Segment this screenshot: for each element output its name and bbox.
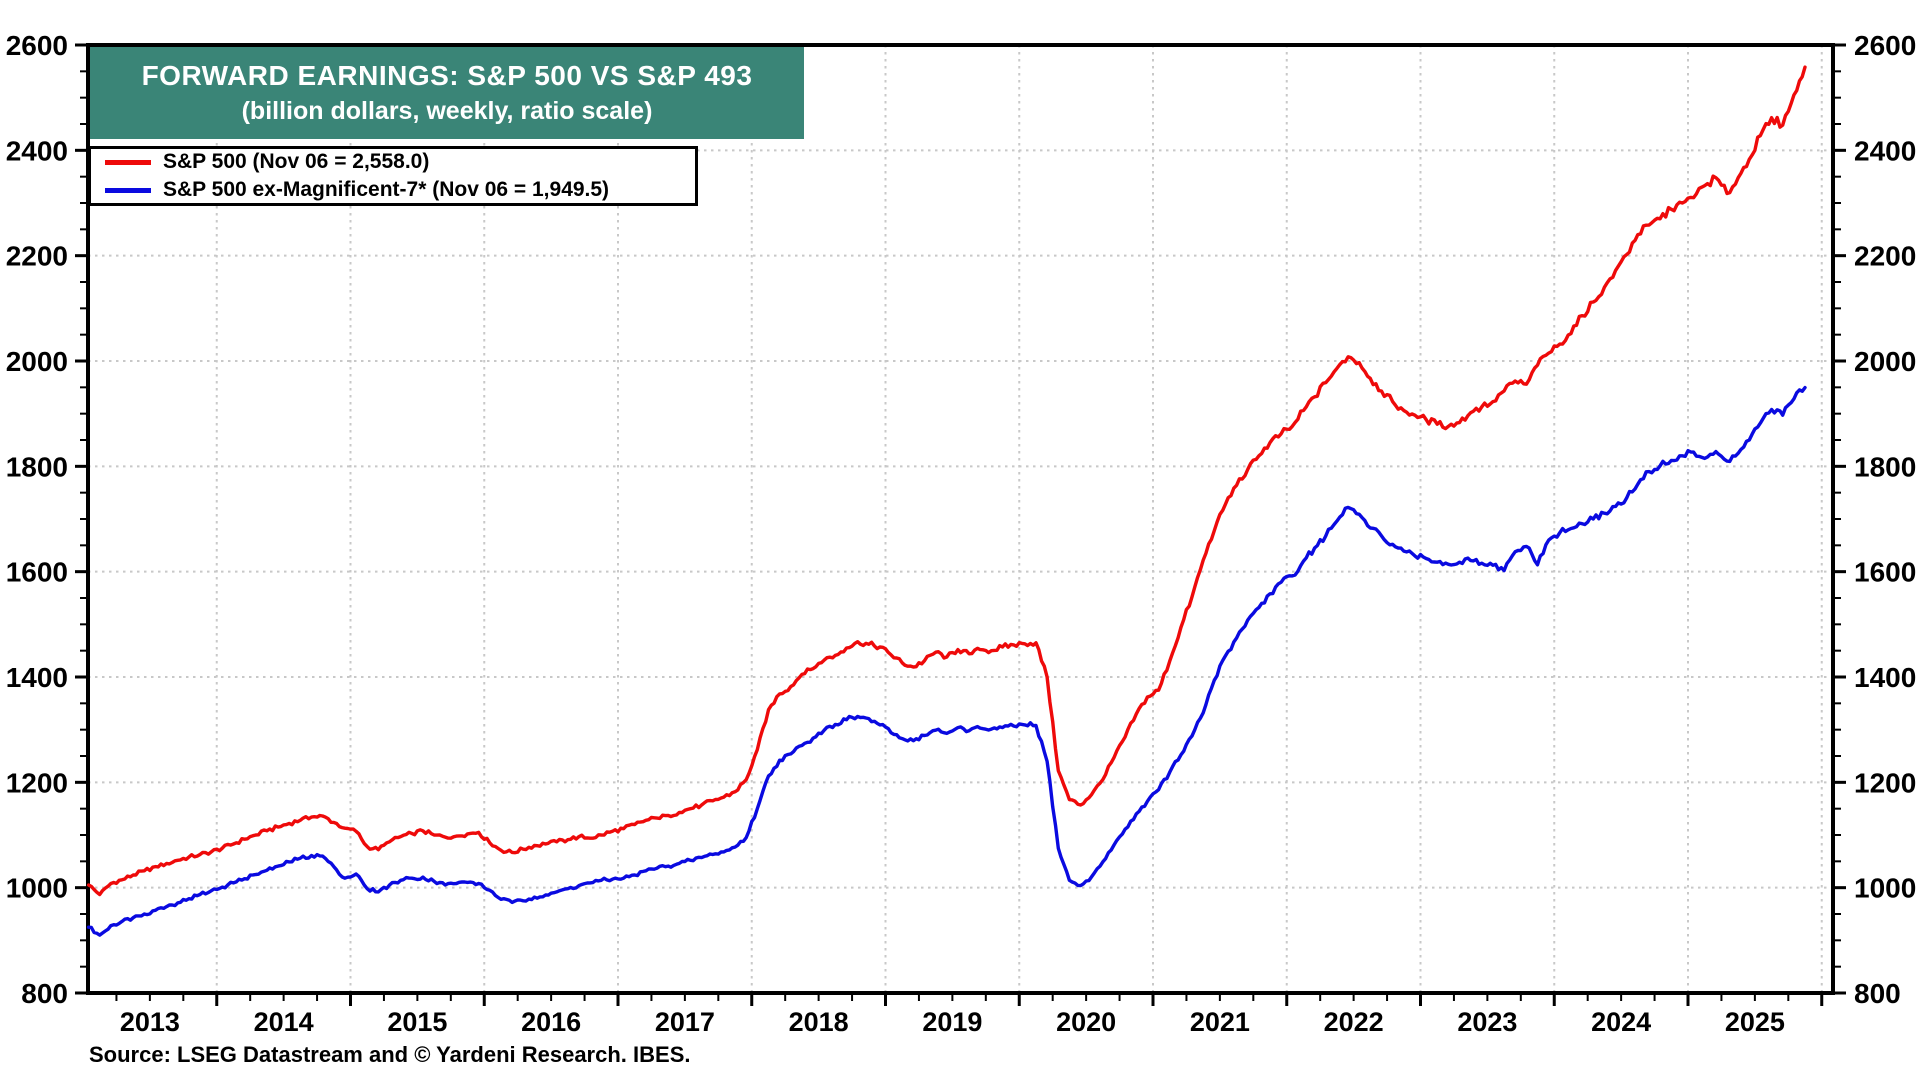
source-note: Source: LSEG Datastream and © Yardeni Re…	[89, 1042, 691, 1067]
y-axis-label-right: 800	[1854, 978, 1901, 1009]
y-axis-label-right: 1600	[1854, 557, 1916, 588]
x-axis-year-label: 2023	[1457, 1007, 1517, 1037]
chart-title: FORWARD EARNINGS: S&P 500 VS S&P 493	[141, 60, 753, 91]
y-axis-label-left: 1000	[6, 873, 68, 904]
y-axis-label-right: 1200	[1854, 767, 1916, 798]
y-axis-label-left: 2000	[6, 346, 68, 377]
legend-row-sp500: S&P 500 (Nov 06 = 2,558.0)	[91, 150, 695, 174]
y-axis-label-right: 2400	[1854, 135, 1916, 166]
y-axis-label-left: 800	[21, 978, 68, 1009]
y-axis-label-left: 2200	[6, 241, 68, 272]
series-line-sp493	[86, 385, 1807, 937]
y-axis-label-left: 2400	[6, 135, 68, 166]
x-axis-year-label: 2025	[1725, 1007, 1785, 1037]
y-axis-label-left: 1800	[6, 451, 68, 482]
y-axis-label-left: 2600	[6, 30, 68, 61]
legend-label-sp500: S&P 500 (Nov 06 = 2,558.0)	[163, 150, 430, 173]
y-axis-label-right: 2200	[1854, 241, 1916, 272]
x-axis-year-label: 2024	[1591, 1007, 1651, 1037]
x-axis-year-label: 2019	[922, 1007, 982, 1037]
x-axis-year-label: 2018	[789, 1007, 849, 1037]
legend-label-sp493: S&P 500 ex-Magnificent-7* (Nov 06 = 1,94…	[163, 178, 610, 201]
x-axis-year-label: 2014	[254, 1007, 314, 1037]
x-axis-year-label: 2021	[1190, 1007, 1250, 1037]
y-axis-label-right: 2600	[1854, 30, 1916, 61]
x-axis-year-label: 2022	[1324, 1007, 1384, 1037]
x-axis-year-label: 2016	[521, 1007, 581, 1037]
y-axis-label-right: 1000	[1854, 873, 1916, 904]
sp493-line-swatch-icon	[105, 187, 151, 193]
y-axis-label-left: 1600	[6, 557, 68, 588]
y-axis-label-right: 2000	[1854, 346, 1916, 377]
sp500-line-swatch-icon	[105, 159, 151, 165]
legend-box: S&P 500 (Nov 06 = 2,558.0) S&P 500 ex-Ma…	[88, 146, 698, 206]
x-axis-year-label: 2020	[1056, 1007, 1116, 1037]
x-axis-year-label: 2017	[655, 1007, 715, 1037]
chart-subtitle: (billion dollars, weekly, ratio scale)	[241, 97, 653, 125]
legend-row-sp493: S&P 500 ex-Magnificent-7* (Nov 06 = 1,94…	[91, 178, 695, 202]
y-axis-label-right: 1400	[1854, 662, 1916, 693]
chart-title-box: FORWARD EARNINGS: S&P 500 VS S&P 493 (bi…	[90, 47, 804, 139]
x-axis-year-label: 2013	[120, 1007, 180, 1037]
y-axis-label-left: 1400	[6, 662, 68, 693]
y-axis-label-left: 1200	[6, 767, 68, 798]
series-line-sp500	[86, 65, 1807, 897]
x-axis-year-label: 2015	[387, 1007, 447, 1037]
y-axis-label-right: 1800	[1854, 451, 1916, 482]
